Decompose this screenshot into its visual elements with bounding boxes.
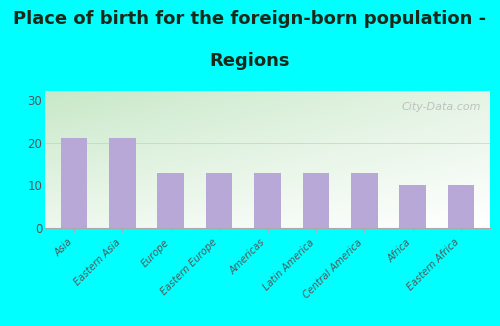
Bar [254,172,281,228]
Bar [109,138,136,228]
Bar [206,172,233,228]
Bar [60,138,88,228]
Bar [351,172,378,228]
Text: Place of birth for the foreign-born population -: Place of birth for the foreign-born popu… [14,10,486,28]
Text: City-Data.com: City-Data.com [402,102,481,112]
Text: Regions: Regions [210,52,290,70]
Bar [400,185,426,228]
Bar [158,172,184,228]
Bar [448,185,474,228]
Bar [302,172,329,228]
